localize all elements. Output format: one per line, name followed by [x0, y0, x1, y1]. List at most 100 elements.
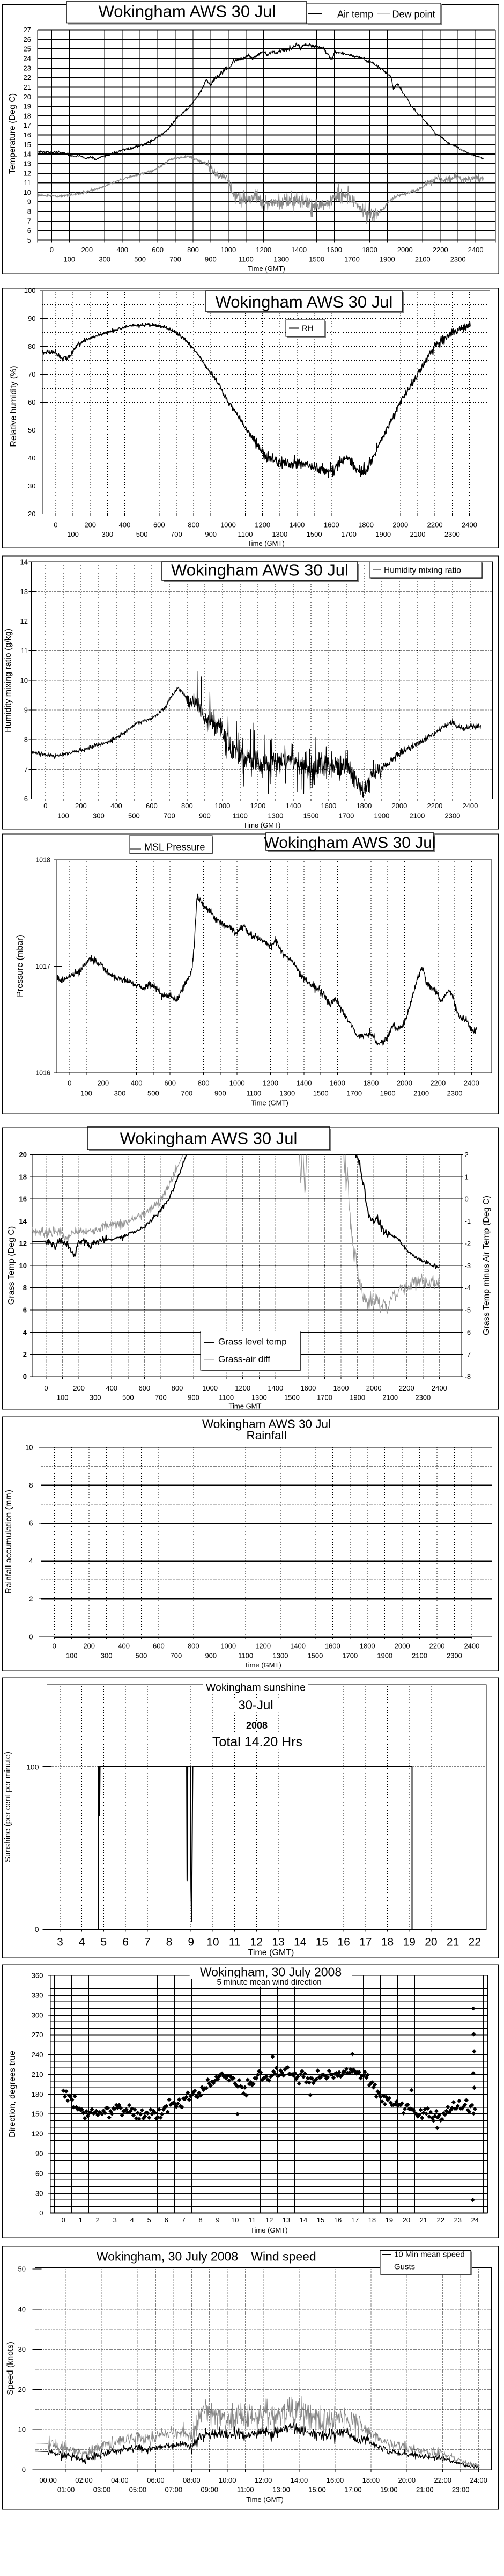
- svg-text:0: 0: [35, 1925, 39, 1934]
- svg-text:1017: 1017: [35, 963, 50, 970]
- svg-text:01:00: 01:00: [57, 2486, 75, 2494]
- svg-text:40: 40: [28, 454, 35, 462]
- svg-text:18: 18: [19, 1173, 27, 1181]
- svg-text:-2: -2: [465, 1239, 471, 1247]
- svg-text:7: 7: [27, 217, 31, 225]
- svg-text:1900: 1900: [380, 255, 395, 264]
- svg-text:Sunshine (per cent per minute): Sunshine (per cent per minute): [3, 1752, 12, 1862]
- svg-text:15: 15: [317, 2216, 324, 2224]
- svg-text:05:00: 05:00: [129, 2486, 147, 2494]
- svg-text:Wokingham sunshine: Wokingham sunshine: [206, 1682, 306, 1694]
- svg-text:6: 6: [122, 1936, 129, 1949]
- svg-text:200: 200: [84, 521, 96, 529]
- svg-text:04:00: 04:00: [111, 2476, 129, 2484]
- svg-text:22:00: 22:00: [434, 2476, 451, 2484]
- svg-text:0: 0: [43, 802, 47, 810]
- svg-text:500: 500: [136, 530, 148, 538]
- svg-text:23: 23: [24, 64, 31, 72]
- svg-text:900: 900: [199, 812, 211, 820]
- svg-text:20: 20: [19, 1151, 27, 1159]
- svg-text:Rainfall accumulation (mm): Rainfall accumulation (mm): [4, 1490, 13, 1594]
- svg-text:2400: 2400: [462, 521, 477, 529]
- svg-text:19: 19: [24, 103, 31, 111]
- svg-text:6: 6: [23, 1306, 27, 1314]
- svg-text:8: 8: [198, 2216, 202, 2224]
- svg-text:Wokingham AWS 30 Jul: Wokingham AWS 30 Jul: [264, 834, 435, 852]
- svg-text:700: 700: [155, 1394, 167, 1402]
- svg-text:1000: 1000: [220, 1642, 236, 1650]
- svg-text:0: 0: [23, 1373, 27, 1381]
- svg-text:50: 50: [28, 426, 35, 434]
- svg-text:2: 2: [29, 1595, 33, 1603]
- svg-text:2100: 2100: [412, 1652, 427, 1660]
- svg-text:1100: 1100: [246, 1089, 261, 1097]
- svg-text:10 Min mean speed: 10 Min mean speed: [394, 2250, 465, 2259]
- svg-text:200: 200: [81, 246, 93, 254]
- svg-text:2: 2: [23, 1350, 27, 1358]
- svg-text:14: 14: [19, 1217, 27, 1225]
- svg-text:09:00: 09:00: [201, 2486, 218, 2494]
- svg-text:16: 16: [337, 1936, 350, 1949]
- svg-text:2200: 2200: [427, 521, 443, 529]
- svg-text:22: 22: [24, 74, 31, 82]
- svg-text:400: 400: [118, 1642, 130, 1650]
- svg-text:200: 200: [97, 1079, 109, 1087]
- svg-text:400: 400: [116, 246, 128, 254]
- svg-text:Speed (knots): Speed (knots): [6, 2341, 15, 2395]
- svg-text:600: 600: [146, 802, 158, 810]
- svg-text:18: 18: [381, 1936, 394, 1949]
- svg-text:900: 900: [205, 255, 217, 264]
- svg-text:1100: 1100: [239, 255, 254, 264]
- svg-text:300: 300: [101, 1652, 113, 1660]
- svg-text:14: 14: [24, 150, 31, 158]
- svg-text:330: 330: [32, 1991, 43, 1999]
- svg-text:20:00: 20:00: [398, 2476, 416, 2484]
- svg-text:2: 2: [96, 2216, 100, 2224]
- svg-text:1400: 1400: [285, 802, 301, 810]
- svg-text:1000: 1000: [220, 246, 236, 254]
- svg-text:50: 50: [18, 2265, 26, 2273]
- svg-text:800: 800: [181, 802, 193, 810]
- svg-text:1100: 1100: [238, 530, 253, 538]
- svg-text:210: 210: [32, 2070, 43, 2079]
- svg-text:20: 20: [425, 1936, 437, 1949]
- svg-text:2400: 2400: [432, 1384, 447, 1392]
- svg-text:30: 30: [18, 2345, 26, 2353]
- svg-text:1900: 1900: [375, 530, 391, 538]
- svg-text:2100: 2100: [410, 530, 426, 538]
- svg-text:100: 100: [63, 255, 75, 264]
- svg-text:Grass Temp minus Air Temp (Deg: Grass Temp minus Air Temp (Deg C): [482, 1196, 491, 1335]
- svg-text:8: 8: [23, 1284, 27, 1292]
- svg-text:1300: 1300: [272, 530, 287, 538]
- svg-text:19: 19: [386, 2216, 393, 2224]
- svg-text:2100: 2100: [413, 1089, 429, 1097]
- svg-text:14: 14: [20, 558, 28, 566]
- svg-text:1700: 1700: [342, 1652, 358, 1660]
- svg-text:300: 300: [90, 1394, 101, 1402]
- svg-text:2300: 2300: [444, 812, 460, 820]
- svg-text:9: 9: [24, 706, 28, 714]
- svg-text:07:00: 07:00: [165, 2486, 183, 2494]
- svg-text:Time (GMT): Time (GMT): [251, 1099, 288, 1107]
- svg-text:1600: 1600: [325, 1642, 340, 1650]
- svg-text:15:00: 15:00: [308, 2486, 326, 2494]
- svg-text:2200: 2200: [399, 1384, 414, 1392]
- svg-text:2200: 2200: [429, 1642, 445, 1650]
- svg-text:150: 150: [32, 2110, 43, 2118]
- svg-text:1100: 1100: [238, 1652, 253, 1660]
- svg-text:21:00: 21:00: [416, 2486, 434, 2494]
- svg-text:30: 30: [28, 482, 35, 490]
- svg-text:400: 400: [131, 1079, 143, 1087]
- svg-text:Time (GMT): Time (GMT): [246, 2496, 284, 2504]
- svg-text:RH: RH: [302, 324, 314, 333]
- svg-text:6: 6: [29, 1519, 33, 1527]
- svg-text:1100: 1100: [233, 812, 248, 820]
- svg-text:1300: 1300: [268, 812, 283, 820]
- svg-text:300: 300: [32, 2011, 43, 2019]
- svg-text:2100: 2100: [415, 255, 431, 264]
- svg-text:1900: 1900: [380, 1089, 396, 1097]
- svg-text:1800: 1800: [363, 1079, 379, 1087]
- svg-text:5: 5: [101, 1936, 107, 1949]
- svg-text:700: 700: [181, 1089, 193, 1097]
- svg-text:1200: 1200: [235, 1384, 250, 1392]
